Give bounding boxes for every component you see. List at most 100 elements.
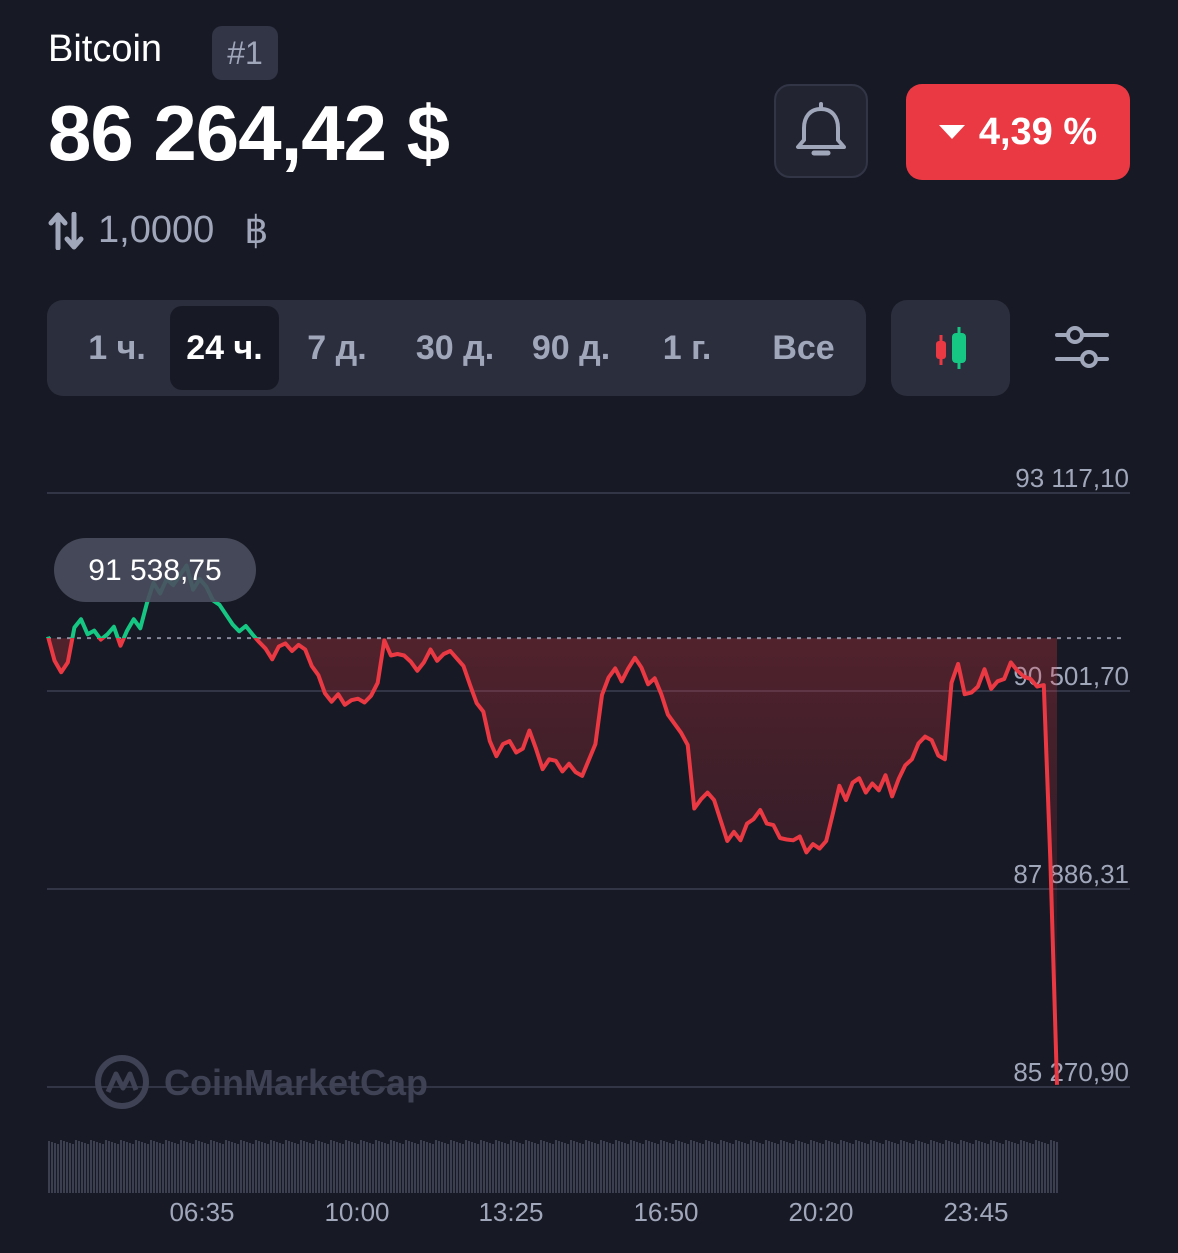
volume-bar: [768, 1141, 770, 1193]
volume-bar: [591, 1142, 593, 1193]
volume-bar: [369, 1143, 371, 1193]
candlestick-chart-button[interactable]: [891, 300, 1010, 396]
volume-bar: [78, 1141, 80, 1193]
price-line-down: [46, 638, 1059, 1085]
volume-bar: [543, 1141, 545, 1193]
volume-bar: [453, 1141, 455, 1193]
volume-bar: [510, 1140, 512, 1193]
volume-bar: [318, 1141, 320, 1193]
volume-bar: [843, 1141, 845, 1193]
volume-bar: [348, 1141, 350, 1193]
volume-bar: [687, 1144, 689, 1193]
volume-bar: [876, 1142, 878, 1193]
volume-bar: [57, 1144, 59, 1193]
volume-bar: [777, 1144, 779, 1193]
volume-bar: [642, 1144, 644, 1193]
volume-bar: [471, 1142, 473, 1193]
volume-bar: [732, 1144, 734, 1193]
volume-bar: [534, 1143, 536, 1193]
volume-bar: [315, 1140, 317, 1193]
volume-bar: [438, 1141, 440, 1193]
volume-bar: [573, 1141, 575, 1193]
volume-bar: [684, 1143, 686, 1193]
volume-bar: [522, 1144, 524, 1193]
volume-bar: [300, 1140, 302, 1193]
volume-bar: [528, 1141, 530, 1193]
volume-bar: [567, 1144, 569, 1193]
volume-bar: [273, 1141, 275, 1193]
conversion-row[interactable]: 1,0000 ฿: [48, 208, 268, 253]
volume-bar: [303, 1141, 305, 1193]
volume-bar: [1026, 1142, 1028, 1193]
chart-settings-button[interactable]: [1050, 318, 1114, 378]
time-range-tabs: 1 ч. 24 ч. 7 д. 30 д. 90 д. 1 г. Все: [47, 300, 866, 396]
volume-bar: [150, 1140, 152, 1193]
volume-bar: [1035, 1140, 1037, 1193]
volume-bar: [267, 1144, 269, 1193]
volume-bar: [279, 1143, 281, 1193]
volume-bar: [945, 1140, 947, 1193]
volume-bar: [975, 1140, 977, 1193]
volume-bar: [648, 1141, 650, 1193]
volume-bar: [159, 1143, 161, 1193]
volume-bar: [495, 1140, 497, 1193]
tab-90d[interactable]: 90 д.: [531, 328, 611, 367]
hover-price-label: 91 538,75: [88, 554, 221, 587]
volume-bar: [819, 1143, 821, 1193]
volume-bar: [336, 1142, 338, 1193]
coinmarketcap-watermark: CoinMarketCap: [95, 1055, 428, 1109]
volume-bar: [288, 1141, 290, 1193]
volume-bar: [603, 1141, 605, 1193]
volume-bar: [690, 1140, 692, 1193]
tab-1h[interactable]: 1 ч.: [88, 328, 146, 367]
tab-30d[interactable]: 30 д.: [415, 328, 495, 367]
candlestick-icon: [935, 327, 966, 369]
volume-bar: [657, 1144, 659, 1193]
x-tick-label: 13:25: [478, 1197, 543, 1227]
volume-bar: [498, 1141, 500, 1193]
volume-bar: [609, 1143, 611, 1193]
volume-bar: [429, 1143, 431, 1193]
volume-bar: [492, 1144, 494, 1193]
volume-bar: [978, 1141, 980, 1193]
volume-bar: [243, 1141, 245, 1193]
volume-bar: [402, 1144, 404, 1193]
volume-bar: [639, 1143, 641, 1193]
price-line-up: [46, 563, 259, 639]
tab-1y[interactable]: 1 г.: [662, 328, 712, 367]
volume-bar: [681, 1142, 683, 1193]
volume-bar: [87, 1144, 89, 1193]
volume-bar: [477, 1144, 479, 1193]
current-price: 86 264,42 $: [48, 89, 450, 177]
volume-bar: [222, 1144, 224, 1193]
volume-bar: [486, 1142, 488, 1193]
volume-bar: [231, 1142, 233, 1193]
volume-bar: [576, 1142, 578, 1193]
volume-bar: [63, 1141, 65, 1193]
triangle-down-icon: [938, 125, 965, 139]
volume-bar: [387, 1144, 389, 1193]
volume-bar: [726, 1142, 728, 1193]
volume-bar: [240, 1140, 242, 1193]
tab-7d[interactable]: 7 д.: [307, 328, 367, 367]
tab-all[interactable]: Все: [772, 328, 835, 367]
volume-bar: [204, 1143, 206, 1193]
volume-bar: [324, 1143, 326, 1193]
volume-bar: [663, 1141, 665, 1193]
price-alert-button[interactable]: [774, 84, 868, 178]
volume-bar: [993, 1141, 995, 1193]
volume-bar: [177, 1144, 179, 1193]
volume-bar: [909, 1143, 911, 1193]
volume-bar: [669, 1143, 671, 1193]
volume-bar: [456, 1142, 458, 1193]
tab-24h[interactable]: 24 ч.: [170, 306, 279, 390]
volume-bar: [822, 1144, 824, 1193]
volume-bar: [132, 1144, 134, 1193]
volume-bar: [894, 1143, 896, 1193]
volume-bar: [330, 1140, 332, 1193]
volume-bar: [564, 1143, 566, 1193]
volume-bar: [258, 1141, 260, 1193]
volume-bar: [1017, 1144, 1019, 1193]
volume-bar: [579, 1143, 581, 1193]
